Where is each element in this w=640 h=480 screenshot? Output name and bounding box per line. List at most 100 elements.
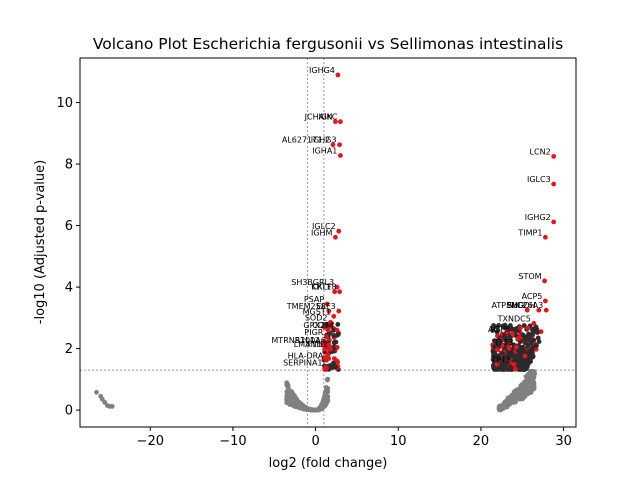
significant-point-marker <box>337 289 342 295</box>
significant-point: LMAN1 <box>294 340 328 352</box>
significant-cluster-point <box>527 338 533 343</box>
significant-point-marker <box>322 346 328 352</box>
significant-cluster-point <box>333 364 338 370</box>
significant-point: TIMP1 <box>517 228 548 240</box>
significant-point: ELF3 <box>317 302 342 314</box>
significant-cluster-point <box>490 357 496 363</box>
significant-point: AL627171.2 <box>282 136 336 148</box>
nonsignificant-point <box>503 401 509 407</box>
significant-point: CKLF <box>312 283 338 295</box>
gene-label: JCHAIN <box>304 113 333 122</box>
significant-cluster-point <box>495 328 501 333</box>
significant-cluster-point <box>516 361 522 367</box>
significant-point: IGLC3 <box>527 175 557 187</box>
significant-cluster-point <box>538 329 544 335</box>
significant-point: KRT18 <box>311 283 342 295</box>
y-tick-label: 6 <box>65 219 73 234</box>
significant-cluster-point <box>504 329 510 335</box>
y-tick-label: 4 <box>65 281 73 296</box>
significant-point: MTRNR2L12 <box>271 336 326 348</box>
significant-cluster-point <box>525 353 531 359</box>
significant-cluster-point <box>509 326 514 331</box>
significant-point-marker <box>325 327 331 333</box>
significant-cluster-point <box>535 330 540 335</box>
gene-label: SOD2 <box>305 313 328 322</box>
significant-cluster-point <box>494 358 500 364</box>
significant-point-marker <box>323 357 329 363</box>
y-tick-label: 8 <box>65 158 73 173</box>
significant-point: IGHG2 <box>525 213 557 225</box>
y-tick-label: 2 <box>65 342 73 357</box>
significant-point: IGHM <box>311 228 338 240</box>
nonsignificant-point <box>94 389 99 395</box>
significant-point-marker <box>543 307 549 313</box>
significant-cluster-point <box>517 357 523 362</box>
significant-cluster-point <box>323 322 329 327</box>
significant-point-marker <box>326 342 332 348</box>
significant-point: HLA-DRA <box>288 351 329 363</box>
significant-point-marker <box>543 298 548 304</box>
significant-cluster-point <box>507 364 513 370</box>
gene-label: HLA-DRA <box>288 351 324 360</box>
gene-label: SERPINA1 <box>283 359 322 368</box>
nonsignificant-point <box>528 376 533 381</box>
significant-point-marker <box>338 119 343 125</box>
significant-point: TPT1 <box>490 356 517 367</box>
significant-point: PHGDH <box>507 301 542 313</box>
gene-label: TPT1 <box>490 356 511 365</box>
gene-label: STOM <box>518 272 541 281</box>
significant-point: ACP5 <box>522 292 548 304</box>
gene-label: MGST1 <box>303 307 331 316</box>
significant-cluster-point <box>530 354 535 360</box>
gene-label: CKLF <box>312 283 332 292</box>
significant-point-marker <box>337 142 342 148</box>
significant-point: GPX2 <box>303 321 331 333</box>
nonsignificant-point <box>285 385 291 390</box>
significant-cluster-point <box>490 349 496 354</box>
nonsignificant-point <box>287 400 293 406</box>
significant-point-marker <box>511 362 517 367</box>
significant-point: JCHAIN <box>304 113 338 125</box>
x-tick-label: 20 <box>473 434 490 449</box>
gene-label: MTRNR2L12 <box>271 336 320 345</box>
gene-label: PHGDH <box>507 301 536 310</box>
significant-point: SLC26A3 <box>507 301 549 313</box>
significant-cluster-point <box>528 333 534 338</box>
significant-point: IGLC2 <box>312 222 342 234</box>
significant-point: PIGR <box>304 328 329 340</box>
gene-label: IGHA1 <box>312 146 337 155</box>
significant-cluster-point <box>523 366 529 372</box>
significant-cluster-point <box>513 366 518 372</box>
significant-point-marker <box>542 278 547 284</box>
gene-label: IGHM <box>311 228 333 237</box>
significant-point: CD74 <box>312 321 340 333</box>
significant-cluster-point <box>332 356 337 361</box>
gene-label: IGLC2 <box>312 222 336 231</box>
nonsignificant-points <box>94 368 538 413</box>
nonsignificant-point <box>322 395 327 400</box>
significant-point-marker <box>531 320 537 326</box>
gene-label: IGHG2 <box>525 213 551 222</box>
significant-point: IGKC <box>318 113 343 125</box>
significant-cluster-point <box>502 333 507 339</box>
significant-point-marker <box>320 342 326 348</box>
significant-cluster-point <box>496 323 501 328</box>
significant-cluster-point <box>522 353 528 359</box>
gene-label: ACP5 <box>522 292 543 301</box>
gene-label: PIGR <box>304 328 323 337</box>
significant-cluster-point <box>496 367 501 372</box>
nonsignificant-point <box>325 377 330 383</box>
significant-point: TMEM258 <box>286 302 332 314</box>
x-tick-label: 30 <box>555 434 572 449</box>
significant-cluster-point <box>528 359 533 364</box>
gene-label: IGHG4 <box>309 66 335 75</box>
significant-cluster-point <box>522 340 528 346</box>
nonsignificant-point <box>499 404 505 410</box>
significant-point: TXNDC5 <box>497 314 537 326</box>
significant-cluster-point <box>495 347 501 353</box>
gene-label: TFF3 <box>493 338 513 347</box>
significant-cluster-point <box>325 352 331 358</box>
significant-cluster-point <box>510 354 516 359</box>
significant-point: PSAP <box>304 295 330 307</box>
significant-point: FTH1 <box>307 340 333 352</box>
